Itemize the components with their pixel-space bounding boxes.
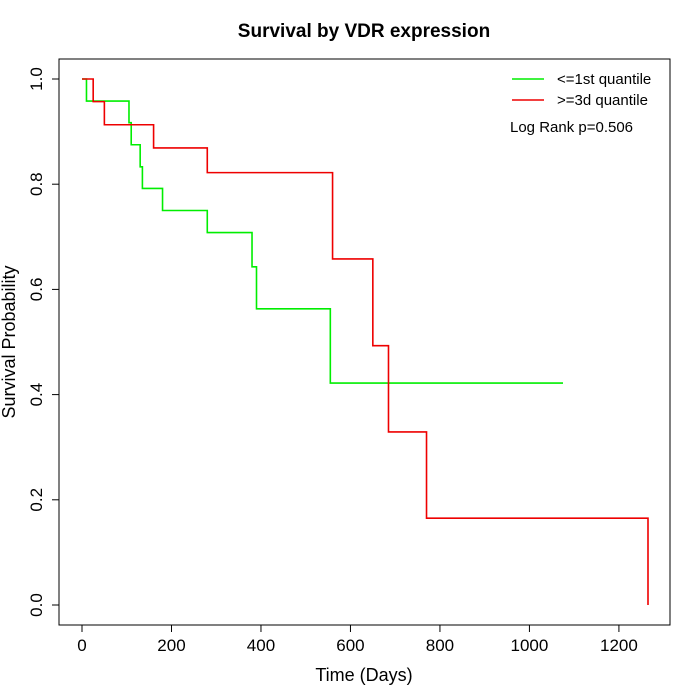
- y-tick-label: 0.2: [27, 488, 46, 512]
- legend-label-2: >=3d quantile: [557, 92, 648, 109]
- x-tick-label: 1200: [600, 636, 638, 655]
- chart-title: Survival by VDR expression: [238, 21, 490, 42]
- x-tick-label: 400: [247, 636, 275, 655]
- log-rank-annotation: Log Rank p=0.506: [510, 119, 633, 136]
- series-line-2: [82, 78, 649, 605]
- y-tick-label: 1.0: [27, 67, 46, 91]
- plot-border: [58, 58, 671, 626]
- y-tick-label: 0.4: [27, 383, 46, 407]
- x-tick-label: 1000: [511, 636, 549, 655]
- y-tick-label: 0.6: [27, 278, 46, 302]
- x-tick-label: 200: [157, 636, 185, 655]
- legend: <=1st quantile >=3d quantile: [512, 71, 651, 109]
- x-tick-label: 0: [77, 636, 86, 655]
- y-axis-label: Survival Probability: [0, 265, 19, 418]
- x-tick-label: 800: [426, 636, 454, 655]
- series-layer: [82, 78, 649, 605]
- y-tick-label: 0.0: [27, 593, 46, 617]
- y-tick-label: 0.8: [27, 172, 46, 196]
- legend-label-1: <=1st quantile: [557, 71, 651, 88]
- y-axis: 0.0 0.2 0.4 0.6 0.8 1.0: [27, 67, 60, 617]
- series-line-1: [82, 78, 563, 384]
- x-axis-label: Time (Days): [315, 665, 412, 685]
- x-tick-label: 600: [336, 636, 364, 655]
- x-axis: 0 200 400 600 800 1000 1200: [77, 624, 638, 655]
